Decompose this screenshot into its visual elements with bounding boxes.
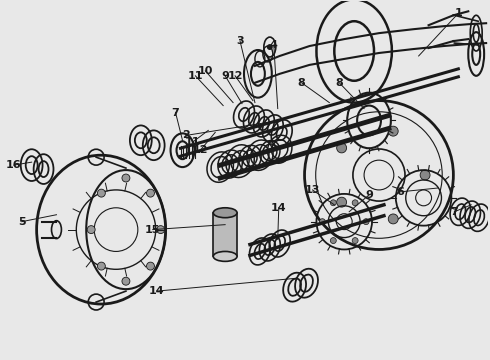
Circle shape [363, 219, 369, 225]
Circle shape [352, 238, 358, 244]
Text: 4: 4 [270, 40, 278, 50]
Circle shape [98, 262, 105, 270]
Text: 2: 2 [183, 130, 190, 140]
Text: 13: 13 [305, 185, 320, 195]
Text: 3: 3 [236, 36, 244, 46]
Text: 1: 1 [454, 8, 462, 18]
Text: 16: 16 [6, 160, 22, 170]
Text: 14: 14 [271, 203, 287, 213]
Ellipse shape [213, 208, 237, 218]
Circle shape [388, 126, 398, 136]
Text: 8: 8 [335, 78, 343, 88]
Text: 9: 9 [365, 190, 373, 200]
Circle shape [337, 143, 346, 153]
Text: 9: 9 [221, 71, 229, 81]
Text: 15: 15 [145, 225, 160, 235]
Circle shape [147, 189, 154, 197]
Text: 12: 12 [193, 145, 208, 155]
Circle shape [330, 238, 336, 244]
Text: 6: 6 [396, 187, 404, 197]
Circle shape [122, 277, 130, 285]
Ellipse shape [213, 251, 237, 261]
Text: 5: 5 [18, 217, 25, 227]
Circle shape [388, 214, 398, 224]
Circle shape [420, 170, 430, 180]
Circle shape [319, 219, 325, 225]
Circle shape [122, 174, 130, 182]
Text: 10: 10 [197, 66, 213, 76]
Circle shape [98, 189, 105, 197]
Circle shape [147, 262, 154, 270]
Text: 11: 11 [185, 137, 200, 147]
Text: 7: 7 [450, 207, 458, 217]
Circle shape [352, 200, 358, 206]
Text: 8: 8 [298, 78, 305, 88]
Circle shape [157, 226, 165, 234]
Text: 7: 7 [172, 108, 179, 117]
Text: 12: 12 [227, 71, 243, 81]
Text: 11: 11 [188, 71, 203, 81]
Circle shape [267, 44, 273, 50]
Text: 14: 14 [149, 286, 165, 296]
Circle shape [87, 226, 95, 234]
Circle shape [330, 200, 336, 206]
Bar [213, 213, 237, 256]
Circle shape [337, 197, 346, 207]
